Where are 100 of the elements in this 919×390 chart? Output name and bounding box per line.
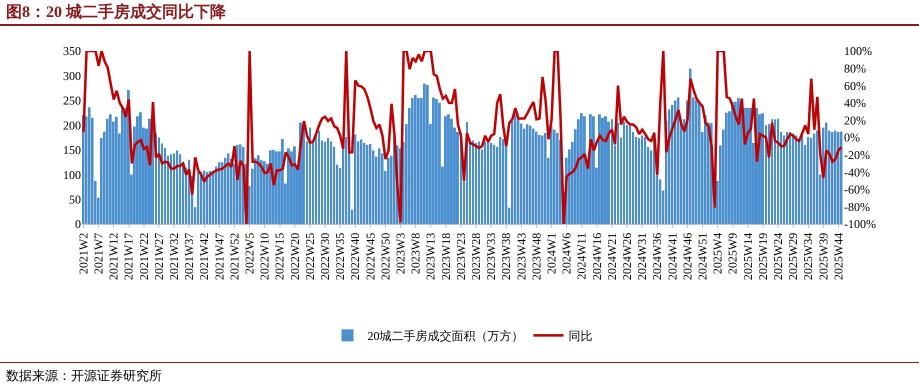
bar [435, 98, 438, 224]
x-tick-label: 2024W16 [590, 232, 604, 280]
x-tick-label: 2024W26 [620, 232, 634, 280]
bar [293, 146, 296, 224]
x-tick-label: 2022W40 [348, 232, 362, 280]
x-tick-label: 2025W39 [816, 232, 830, 280]
bar [544, 133, 547, 224]
bar [704, 115, 707, 224]
legend-label: 20城二手房成交面积（万方） [368, 329, 524, 344]
bar [176, 150, 178, 224]
bar [472, 140, 474, 224]
x-tick-label: 2025W19 [756, 232, 770, 280]
x-tick-label: 2021W42 [197, 232, 212, 280]
bar [109, 114, 112, 224]
x-tick-label: 2023W38 [499, 232, 514, 280]
bar [834, 130, 836, 224]
bar [327, 138, 330, 224]
bar [345, 137, 348, 224]
bar [792, 134, 794, 224]
bar [281, 138, 284, 224]
x-tick-label: 2025W34 [801, 232, 816, 280]
x-tick-label: 2022W30 [318, 232, 332, 280]
bar [746, 108, 749, 224]
x-tick-label: 2022W10 [258, 232, 272, 280]
bar [725, 112, 728, 224]
bar [734, 102, 737, 224]
x-tick-label: 2022W35 [333, 232, 348, 280]
y-tick-label: 200 [63, 118, 81, 132]
bar [478, 141, 480, 224]
bar [840, 132, 842, 224]
bar [695, 100, 698, 224]
x-tick-label: 2025W24 [770, 232, 785, 280]
bar [324, 142, 326, 224]
bar [447, 114, 450, 224]
bar [121, 107, 124, 224]
x-tick-label: 2021W22 [136, 232, 151, 280]
x-tick-label: 2021W12 [106, 232, 121, 280]
bar [580, 113, 583, 224]
x-tick-label: 2022W20 [288, 232, 302, 280]
y2-tick-label: -20% [844, 148, 870, 162]
bar [173, 153, 176, 224]
y2-tick-label: -80% [844, 200, 870, 214]
bar [330, 141, 332, 224]
legend-label: 同比 [568, 329, 592, 344]
y2-tick-label: 40% [844, 96, 866, 110]
bar [837, 132, 840, 224]
bar [106, 118, 109, 224]
bar [535, 132, 538, 224]
bar [601, 118, 604, 224]
bar [450, 118, 453, 224]
bar [783, 136, 786, 224]
bar [369, 144, 372, 224]
bar [257, 155, 260, 224]
bar [438, 102, 441, 224]
x-tick-label: 2021W7 [92, 232, 106, 274]
x-tick-label: 2024W11 [574, 232, 589, 280]
y2-tick-label: -100% [844, 217, 876, 232]
bar [598, 114, 601, 224]
x-tick-label: 2023W8 [408, 232, 423, 274]
bar [490, 142, 492, 224]
bar [354, 134, 356, 224]
bar [209, 171, 212, 224]
x-tick-label: 2025W4 [710, 232, 725, 274]
bar [363, 142, 366, 224]
y2-tick-label: 20% [844, 113, 866, 128]
bar [617, 122, 619, 224]
bar [387, 158, 390, 224]
bar [444, 116, 447, 224]
bar [538, 135, 540, 224]
bar [541, 136, 544, 224]
bar [529, 126, 532, 224]
bar [604, 116, 607, 224]
y2-tick-label: 60% [844, 78, 866, 93]
x-tick-label: 2025W44 [831, 232, 846, 280]
bar [414, 94, 417, 224]
x-tick-label: 2024W36 [650, 232, 664, 280]
x-tick-label: 2023W48 [529, 232, 544, 280]
bar [761, 113, 764, 224]
bar [484, 141, 486, 224]
bar [206, 172, 208, 224]
bar [432, 97, 435, 224]
y2-tick-label: 0% [844, 130, 860, 145]
bar [737, 98, 740, 224]
bar [164, 148, 166, 224]
bar [423, 84, 426, 224]
bar [287, 148, 290, 224]
bar [254, 158, 257, 224]
x-tick-label: 2023W18 [438, 232, 453, 280]
bar [641, 136, 644, 224]
bar [629, 126, 632, 224]
y-tick-label: 100 [63, 168, 81, 182]
bar [221, 162, 224, 224]
bar [626, 125, 628, 224]
bar [378, 148, 380, 224]
bar [671, 104, 674, 224]
y2-tick-label: -60% [844, 182, 870, 197]
bar [677, 97, 680, 224]
bar [831, 132, 834, 224]
bar [813, 134, 816, 224]
bar [411, 98, 414, 224]
